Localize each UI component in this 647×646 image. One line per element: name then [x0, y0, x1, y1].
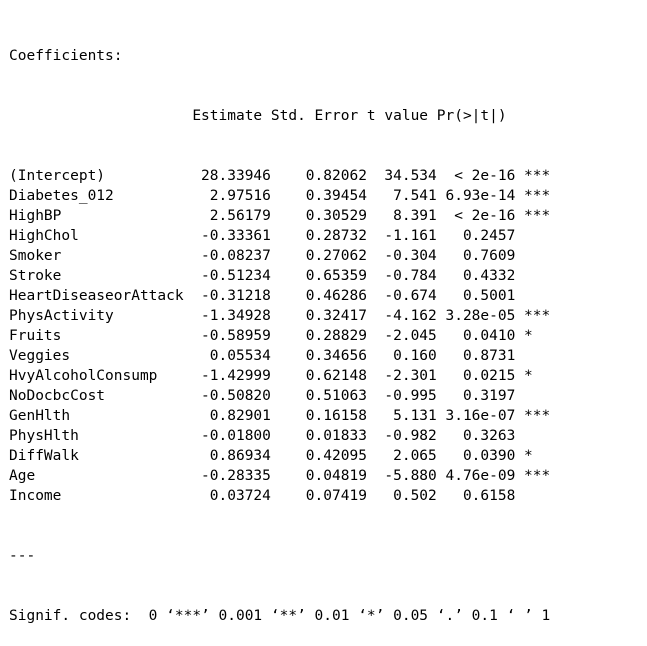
- coefficient-row: HighBP 2.56179 0.30529 8.391 < 2e-16 ***: [9, 208, 551, 224]
- r-console-output: Coefficients: Estimate Std. Error t valu…: [9, 6, 641, 646]
- coefficient-row: (Intercept) 28.33946 0.82062 34.534 < 2e…: [9, 168, 551, 184]
- coefficient-row: HvyAlcoholConsump -1.42999 0.62148 -2.30…: [9, 368, 551, 384]
- coefficient-row: DiffWalk 0.86934 0.42095 2.065 0.0390 *: [9, 448, 551, 464]
- coefficient-row: Income 0.03724 0.07419 0.502 0.6158: [9, 488, 551, 504]
- coefficient-row: Veggies 0.05534 0.34656 0.160 0.8731: [9, 348, 551, 364]
- coefficient-row: HighChol -0.33361 0.28732 -1.161 0.2457: [9, 228, 551, 244]
- coefficient-row: Smoker -0.08237 0.27062 -0.304 0.7609: [9, 248, 551, 264]
- signif-codes-legend: Signif. codes: 0 ‘***’ 0.001 ‘**’ 0.01 ‘…: [9, 608, 551, 624]
- separator-line: ---: [9, 548, 36, 564]
- coefficient-row: PhysHlth -0.01800 0.01833 -0.982 0.3263: [9, 428, 551, 444]
- coefficient-row: GenHlth 0.82901 0.16158 5.131 3.16e-07 *…: [9, 408, 551, 424]
- coefficient-row: Stroke -0.51234 0.65359 -0.784 0.4332: [9, 268, 551, 284]
- coefficient-row: HeartDiseaseorAttack -0.31218 0.46286 -0…: [9, 288, 551, 304]
- coefficient-row: Fruits -0.58959 0.28829 -2.045 0.0410 *: [9, 328, 551, 344]
- coefficient-row: NoDocbcCost -0.50820 0.51063 -0.995 0.31…: [9, 388, 551, 404]
- coefficients-heading: Coefficients:: [9, 48, 123, 64]
- coefficients-column-header: Estimate Std. Error t value Pr(>|t|): [9, 108, 542, 124]
- coefficient-row: Diabetes_012 2.97516 0.39454 7.541 6.93e…: [9, 188, 551, 204]
- coefficients-table: (Intercept) 28.33946 0.82062 34.534 < 2e…: [9, 166, 641, 506]
- coefficient-row: PhysActivity -1.34928 0.32417 -4.162 3.2…: [9, 308, 551, 324]
- coefficient-row: Age -0.28335 0.04819 -5.880 4.76e-09 ***: [9, 468, 551, 484]
